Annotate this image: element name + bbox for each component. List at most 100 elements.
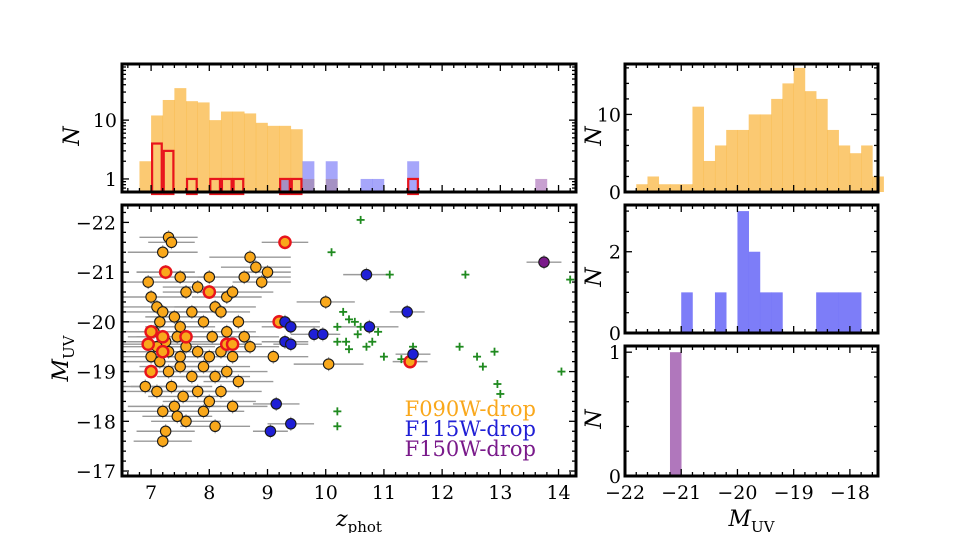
marker-f115w-drop	[285, 321, 297, 333]
hist-step-highlighted	[151, 142, 163, 196]
x-tick-label: 13	[488, 482, 512, 504]
marker-f090w-drop	[221, 365, 233, 378]
y-tick-label: 2	[609, 242, 621, 264]
x-axis-label-main: z	[335, 507, 348, 532]
hist-bar	[816, 292, 839, 333]
x-tick-label: −18	[830, 482, 870, 504]
marker-f090w-drop	[209, 370, 221, 383]
marker-f090w-drop	[238, 331, 250, 343]
marker-f090w-drop	[197, 360, 210, 373]
hist-bar-f090w-drop	[174, 88, 187, 192]
hist-bar	[669, 352, 682, 476]
y-tick-label: −21	[76, 262, 116, 284]
marker-f090w-drop	[171, 410, 184, 423]
x-tick-label: 9	[261, 482, 273, 504]
y-axis-label: N	[582, 126, 607, 147]
hist-bar	[838, 145, 851, 192]
marker-f090w-drop	[191, 281, 204, 293]
marker-f090w-drop	[226, 400, 239, 413]
marker-f090w-drop	[156, 306, 169, 318]
hist-bar-f090w-drop	[267, 125, 280, 192]
y-axis-label: N	[582, 267, 607, 288]
marker-f115w-drop	[270, 398, 282, 410]
hist-bar	[636, 184, 648, 192]
marker-f090w-drop	[142, 276, 154, 288]
marker-f090w-drop	[180, 286, 192, 298]
hist-bar-f090w-drop	[209, 120, 222, 192]
marker-f115w-drop	[360, 268, 373, 281]
muv-vs-zphot-scatter-panel: 7 8 9 10 11 12 13 14 −17 −18 −19 −20 −21 −22 zphot MUV F…	[49, 203, 578, 533]
hist-step-highlighted	[290, 177, 303, 196]
marker-f090w-drop	[267, 350, 280, 363]
hist-bar	[714, 145, 727, 192]
marker-f090w-drop	[191, 345, 204, 358]
marker-f090w-drop	[209, 420, 221, 433]
hist-bar	[681, 292, 693, 333]
marker-f090w-drop	[250, 261, 262, 273]
hist-bar	[759, 114, 772, 192]
hist-bar-f090w-drop	[244, 113, 257, 192]
marker-f090w-drop	[238, 271, 250, 283]
hist-bar	[714, 292, 727, 333]
y-tick-label: 1	[105, 169, 117, 191]
axes-frame	[623, 203, 880, 335]
marker-f090w-drop	[180, 415, 192, 428]
marker-f090w-drop	[154, 316, 166, 328]
marker-f090w-drop	[255, 276, 268, 288]
y-tick-label: −17	[76, 461, 116, 483]
muv-histogram-f150w-panel: 0 1 N −22 −21 −20 −19 −18 MUV	[582, 342, 880, 533]
marker-f090w-drop	[226, 286, 239, 298]
y-tick-label: 0	[609, 466, 621, 488]
hist-bar-f090w-drop	[186, 101, 198, 192]
hist-bar	[793, 67, 806, 192]
marker-f090w-drop	[197, 316, 210, 328]
hist-step-highlighted	[220, 177, 233, 196]
hist-bar	[681, 184, 693, 192]
x-axis-label: MUV	[727, 507, 775, 533]
hist-bar	[737, 129, 749, 192]
marker-f090w-drop	[165, 236, 178, 249]
x-tick-label: 8	[203, 482, 215, 504]
marker-f090w-drop	[232, 375, 245, 388]
marker-f090w-drop	[203, 395, 216, 408]
marker-f090w-drop	[156, 435, 169, 447]
hist-bar	[816, 98, 828, 192]
marker-red-ringed	[225, 337, 240, 352]
y-axis-label: N	[582, 409, 607, 430]
marker-f090w-drop	[159, 425, 172, 437]
y-tick-label: 0	[609, 182, 621, 204]
marker-f090w-drop	[244, 340, 256, 353]
hist-step-highlighted	[232, 177, 245, 196]
marker-red-ringed	[144, 364, 158, 379]
redshift-histogram-panel: 1 10 N	[60, 62, 578, 196]
marker-f090w-drop	[165, 380, 178, 393]
marker-f090w-drop	[197, 405, 210, 418]
muv-histogram-f090w-panel: 0 10N	[582, 62, 884, 204]
marker-f115w-drop	[264, 425, 277, 437]
marker-f090w-drop	[168, 311, 181, 323]
y-axis-label: N	[60, 126, 85, 147]
axes-frame	[623, 344, 880, 478]
hist-bar	[669, 184, 682, 192]
hist-bar-f090w-drop	[220, 111, 233, 192]
y-axis-label: MUV	[49, 334, 78, 382]
marker-f090w-drop	[322, 358, 335, 370]
hist-bar	[771, 98, 783, 192]
marker-f115w-drop	[317, 328, 329, 341]
y-tick-label: −18	[76, 411, 116, 433]
hist-bar	[726, 129, 738, 192]
y-tick-label: −22	[76, 212, 116, 234]
marker-red-ringed	[155, 329, 170, 344]
marker-f115w-drop	[407, 348, 419, 360]
hist-bar	[647, 176, 660, 192]
marker-f090w-drop	[191, 385, 204, 398]
hist-bar-f115w-drop	[407, 161, 420, 192]
marker-f090w-drop	[174, 271, 186, 283]
x-tick-label: 11	[372, 482, 396, 504]
hist-step-highlighted	[185, 177, 198, 196]
hist-bar-f090w-drop	[162, 99, 175, 192]
hist-step-highlighted	[279, 177, 291, 196]
marker-f090w-drop	[177, 390, 189, 403]
marker-red-ringed	[155, 344, 170, 359]
